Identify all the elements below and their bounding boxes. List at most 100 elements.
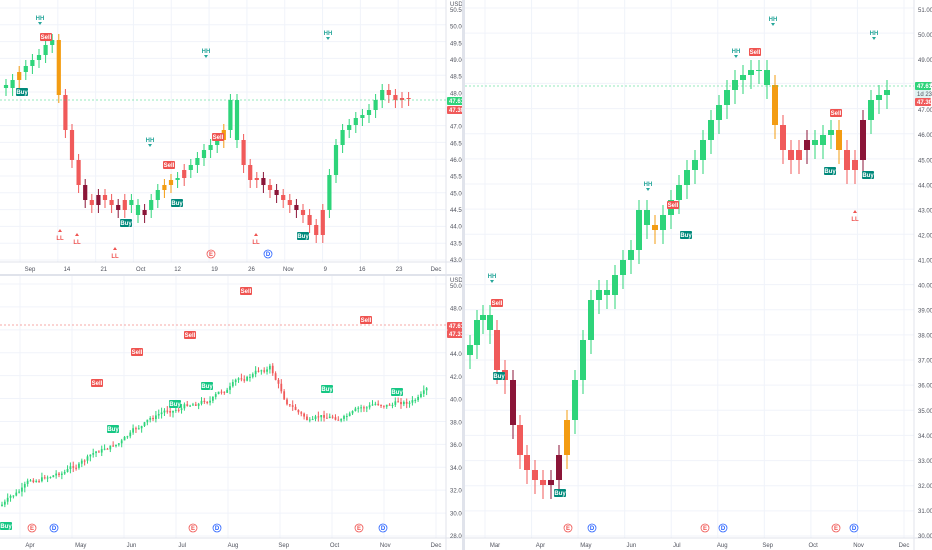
bl-candle-body bbox=[274, 373, 277, 380]
r-candle-body bbox=[467, 345, 473, 355]
tl-dividend-event: D bbox=[266, 252, 271, 258]
bl-candle-body bbox=[306, 416, 308, 421]
bl-candle-body bbox=[240, 378, 243, 380]
tl-candle-body bbox=[50, 40, 55, 45]
bl-dividend-event: D bbox=[381, 526, 386, 532]
tl-hh-marker-arrow bbox=[204, 55, 208, 58]
r-candle-body bbox=[764, 70, 770, 85]
bl-candle-body bbox=[269, 365, 271, 370]
r-buy-badge-bg bbox=[862, 171, 874, 179]
chart-panel-top-left[interactable]: 50.5050.0049.5049.0048.5048.0047.5047.00… bbox=[0, 0, 462, 274]
tl-date-tick: Nov bbox=[283, 267, 294, 273]
tl-hh-marker-arrow bbox=[148, 144, 152, 147]
bl-earnings-event: E bbox=[30, 526, 34, 532]
tl-price-tick: 43.00 bbox=[450, 258, 462, 264]
r-candle-body bbox=[684, 170, 690, 185]
bl-candle-body bbox=[212, 396, 214, 401]
r-dividend-event: D bbox=[590, 526, 595, 532]
bl-candle-body bbox=[78, 463, 80, 468]
r-price-tick: 45.00 bbox=[918, 158, 932, 164]
tl-candle-body bbox=[393, 95, 398, 100]
panel-divider-vertical[interactable] bbox=[462, 0, 465, 550]
r-candle-body bbox=[780, 125, 786, 150]
r-price-tick: 41.00 bbox=[918, 258, 932, 264]
tl-sell-badge: Sell bbox=[41, 35, 52, 41]
chart-panel-bottom-left[interactable]: 50.0048.0046.0044.0042.0040.0038.0036.00… bbox=[0, 276, 462, 550]
r-sell-badge: Sell bbox=[668, 203, 679, 209]
tl-date-tick: 14 bbox=[64, 267, 71, 273]
bl-last-price-tag-b-bg bbox=[447, 330, 462, 338]
r-candle-body bbox=[844, 150, 850, 170]
tl-buy-badge: Buy bbox=[16, 90, 28, 96]
r-earnings-event-circle bbox=[563, 523, 573, 533]
bl-candle-body bbox=[271, 365, 274, 374]
tl-candle-body bbox=[373, 100, 378, 110]
tl-candle-body bbox=[63, 95, 68, 130]
tl-currency-label: USD bbox=[450, 2, 462, 8]
tl-earnings-event: E bbox=[209, 252, 213, 258]
bl-last-price-tag-a: 47.61 bbox=[449, 324, 462, 330]
tl-earnings-event-circle bbox=[206, 249, 216, 259]
tl-date-tick: 21 bbox=[100, 267, 107, 273]
bl-candle-body bbox=[155, 415, 157, 420]
r-buy-badge: Buy bbox=[862, 173, 874, 179]
bl-candle-body bbox=[60, 473, 63, 475]
bl-sell-badge: Sell bbox=[92, 381, 103, 387]
r-candle-body bbox=[676, 185, 682, 200]
bl-candle-body bbox=[288, 404, 291, 406]
chart-canvas-top-left[interactable]: 50.5050.0049.5049.0048.5048.0047.5047.00… bbox=[0, 0, 462, 274]
bl-candle-body bbox=[180, 408, 183, 411]
tl-last-price-tag-b-bg bbox=[447, 106, 462, 114]
bl-candle-body bbox=[402, 401, 405, 405]
bl-candle-body bbox=[126, 436, 129, 438]
tl-candle-body bbox=[281, 195, 286, 200]
r-price-tick: 39.00 bbox=[918, 309, 932, 315]
r-price-tick: 32.00 bbox=[918, 484, 932, 490]
bl-candle-body bbox=[231, 382, 234, 387]
chart-panel-right[interactable]: 51.0050.0049.0048.0047.0046.0045.0044.00… bbox=[465, 0, 932, 550]
r-candle-body bbox=[724, 90, 730, 105]
r-hh-marker: HH bbox=[769, 17, 778, 23]
bl-buy-badge-bg bbox=[201, 382, 213, 390]
bl-candle-body bbox=[9, 495, 12, 498]
tl-ll-marker: LL bbox=[56, 236, 64, 242]
r-hh-marker: HH bbox=[488, 274, 497, 280]
bl-sell-badge: Sell bbox=[241, 289, 252, 295]
panel-divider-horizontal[interactable] bbox=[0, 274, 462, 276]
tl-candle-body bbox=[340, 130, 345, 145]
bl-price-tick: 38.00 bbox=[450, 420, 462, 426]
r-candle-body bbox=[517, 425, 523, 455]
bl-candle-body bbox=[334, 417, 337, 420]
tl-candle-body bbox=[248, 165, 253, 180]
tl-date-tick: 26 bbox=[248, 267, 255, 273]
bl-date-tick: Jul bbox=[178, 543, 186, 549]
bl-candle-body bbox=[354, 408, 357, 412]
tl-price-tick: 47.00 bbox=[450, 125, 462, 131]
bl-last-price-tag-b: 47.31 bbox=[449, 332, 462, 338]
tl-ll-marker: LL bbox=[111, 254, 119, 260]
bl-candle-body bbox=[277, 379, 280, 384]
bl-candle-body bbox=[186, 404, 189, 406]
r-hh-marker: HH bbox=[870, 31, 879, 37]
chart-canvas-bottom-left[interactable]: 50.0048.0046.0044.0042.0040.0038.0036.00… bbox=[0, 276, 462, 550]
r-buy-badge-bg bbox=[824, 167, 836, 175]
tl-date-tick: Dec bbox=[431, 267, 442, 273]
bl-candle-body bbox=[263, 370, 266, 372]
tl-candle-body bbox=[135, 205, 141, 215]
bl-dividend-event-circle bbox=[49, 523, 59, 533]
bl-candle-body bbox=[135, 428, 137, 430]
r-candle-body bbox=[716, 105, 722, 120]
r-price-tick: 30.00 bbox=[918, 534, 932, 540]
r-candle-body bbox=[580, 340, 586, 380]
bl-candle-body bbox=[52, 475, 55, 478]
chart-canvas-right[interactable]: 51.0050.0049.0048.0047.0046.0045.0044.00… bbox=[465, 0, 932, 550]
r-candle-body bbox=[796, 150, 802, 160]
bl-candle-body bbox=[120, 440, 123, 444]
tl-sell-badge-bg bbox=[163, 161, 175, 169]
tl-candle-body bbox=[241, 140, 246, 165]
bl-candle-body bbox=[143, 422, 146, 427]
bl-candle-body bbox=[177, 409, 180, 411]
bl-candle-body bbox=[308, 419, 311, 421]
bl-candle-body bbox=[343, 416, 345, 419]
bl-candle-body bbox=[283, 391, 286, 400]
